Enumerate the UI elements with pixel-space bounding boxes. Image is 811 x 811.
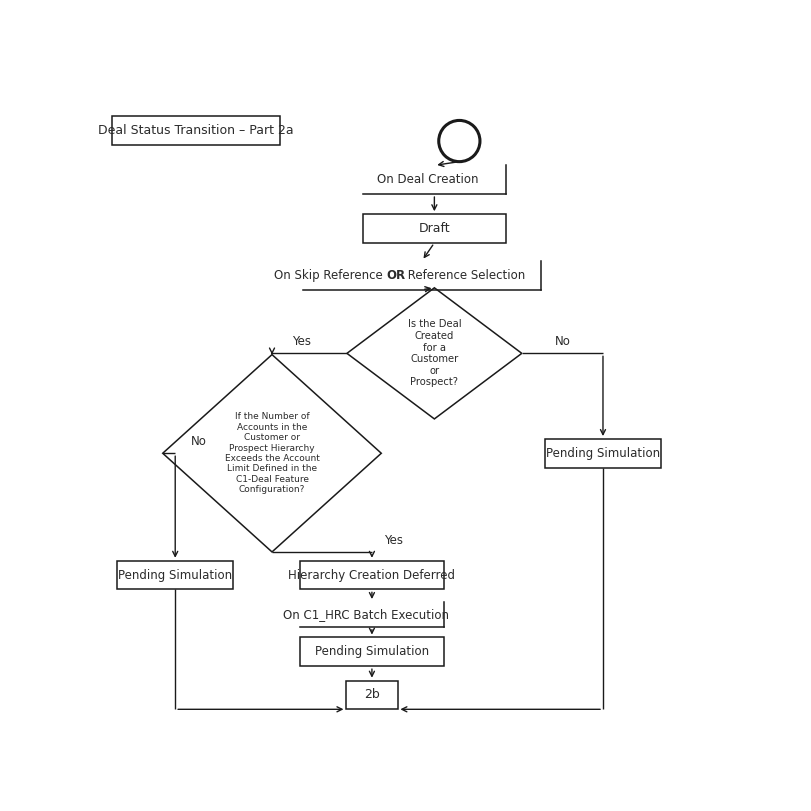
- Text: On C1_HRC Batch Execution: On C1_HRC Batch Execution: [283, 608, 448, 621]
- Polygon shape: [163, 354, 381, 552]
- Text: On Skip Reference: On Skip Reference: [274, 268, 386, 281]
- Text: Draft: Draft: [418, 222, 450, 235]
- FancyBboxPatch shape: [300, 560, 444, 590]
- Text: Is the Deal
Created
for a
Customer
or
Prospect?: Is the Deal Created for a Customer or Pr…: [408, 320, 461, 388]
- Text: Pending Simulation: Pending Simulation: [118, 569, 232, 581]
- Text: OR: OR: [386, 268, 406, 281]
- FancyBboxPatch shape: [346, 680, 397, 710]
- Text: No: No: [191, 436, 207, 448]
- FancyBboxPatch shape: [112, 116, 280, 145]
- FancyBboxPatch shape: [363, 214, 506, 242]
- Text: No: No: [555, 336, 570, 349]
- Text: Deal Status Transition – Part 2a: Deal Status Transition – Part 2a: [98, 124, 294, 137]
- Text: Hierarchy Creation Deferred: Hierarchy Creation Deferred: [289, 569, 456, 581]
- FancyBboxPatch shape: [300, 637, 444, 666]
- Text: 2b: 2b: [364, 689, 380, 702]
- Text: Pending Simulation: Pending Simulation: [315, 646, 429, 659]
- Polygon shape: [347, 288, 521, 419]
- Text: Reference Selection: Reference Selection: [404, 268, 525, 281]
- Text: Pending Simulation: Pending Simulation: [546, 447, 660, 460]
- Text: If the Number of
Accounts in the
Customer or
Prospect Hierarchy
Exceeds the Acco: If the Number of Accounts in the Custome…: [225, 412, 320, 494]
- Text: On Deal Creation: On Deal Creation: [377, 174, 478, 187]
- FancyBboxPatch shape: [118, 560, 233, 590]
- FancyBboxPatch shape: [545, 439, 661, 468]
- Text: Yes: Yes: [384, 534, 403, 547]
- Text: Yes: Yes: [293, 336, 311, 349]
